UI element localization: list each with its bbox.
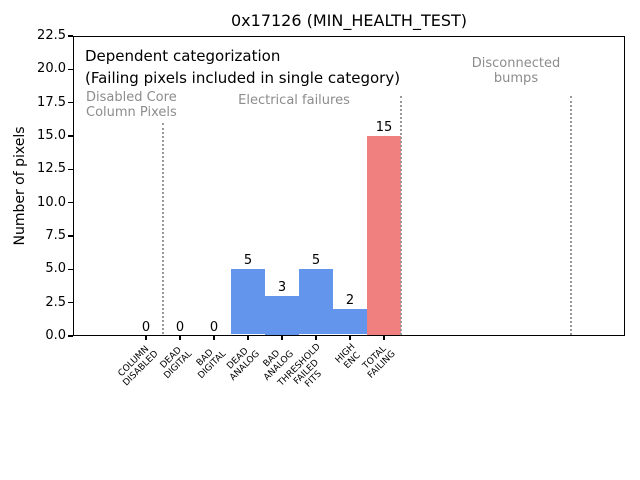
x-tick-mark [247,336,249,340]
x-tick-label-text: TOTAL FAILING [361,344,399,381]
y-tick-mark [68,235,73,237]
bar-value-label: 2 [345,293,355,309]
y-tick-label: 22.5 [37,28,66,43]
annotation-dependent-categorization: Dependent categorization [85,47,281,65]
bar [265,296,299,335]
y-tick-mark [68,135,73,137]
section-label-disconnected-bumps: Disconnected bumps [471,56,561,86]
y-tick-label: 17.5 [37,94,66,110]
annotation-failing-pixels-note: (Failing pixels included in single categ… [85,69,401,87]
bar-value-label: 0 [209,320,219,335]
x-tick-mark [383,336,385,340]
x-tick-label-text: DEAD ANALOG [225,346,263,383]
y-tick-mark [68,201,73,204]
section-separator-line [570,96,572,335]
x-tick-mark [213,336,215,340]
x-tick-mark [145,336,147,340]
x-tick-label-text: DEAD DIGITAL [158,345,195,382]
bar-value-label: 0 [175,320,185,335]
bar [333,309,367,335]
y-tick-label: 2.5 [45,294,66,310]
y-tick-mark [68,268,73,271]
section-separator-line [162,122,164,335]
y-tick-mark [68,101,73,104]
bar-value-label: 5 [243,253,253,269]
x-tick-label-text: BAD DIGITAL [194,347,229,382]
bar-value-label: 3 [277,280,287,295]
bar [231,269,265,335]
x-tick-label-text: HIGH ENC [333,342,363,371]
x-tick-label-text: COLUMN DISABLED [116,344,161,389]
y-tick-label: 10.0 [37,194,66,210]
y-tick-label: 0.0 [45,328,66,343]
y-tick-mark [68,301,73,304]
bar-value-label: 5 [311,253,321,269]
section-separator-line [400,96,402,335]
x-tick-mark [281,336,283,340]
bar-value-label: 0 [141,320,151,335]
y-tick-mark [68,335,73,337]
bar-value-label: 15 [375,120,393,135]
y-tick-mark [68,35,73,37]
y-tick-label: 20.0 [37,61,66,77]
chart-title: 0x17126 (MIN_HEALTH_TEST) [230,11,468,30]
y-tick-mark [68,168,73,171]
y-tick-label: 15.0 [37,128,66,143]
section-label-disabled-core-column-pixels: Disabled Core Column Pixels [86,90,177,120]
x-tick-mark [349,336,351,340]
plot-area [73,36,625,336]
bar [367,136,401,335]
section-label-electrical-failures: Electrical failures [238,93,350,108]
y-tick-label: 7.5 [45,228,66,243]
y-tick-label: 5.0 [45,261,66,277]
y-axis-label: Number of pixels [12,126,28,246]
x-tick-mark [315,336,317,340]
bar [299,269,333,335]
x-tick-mark [179,336,181,340]
y-tick-label: 12.5 [37,161,66,177]
y-tick-mark [68,68,73,71]
